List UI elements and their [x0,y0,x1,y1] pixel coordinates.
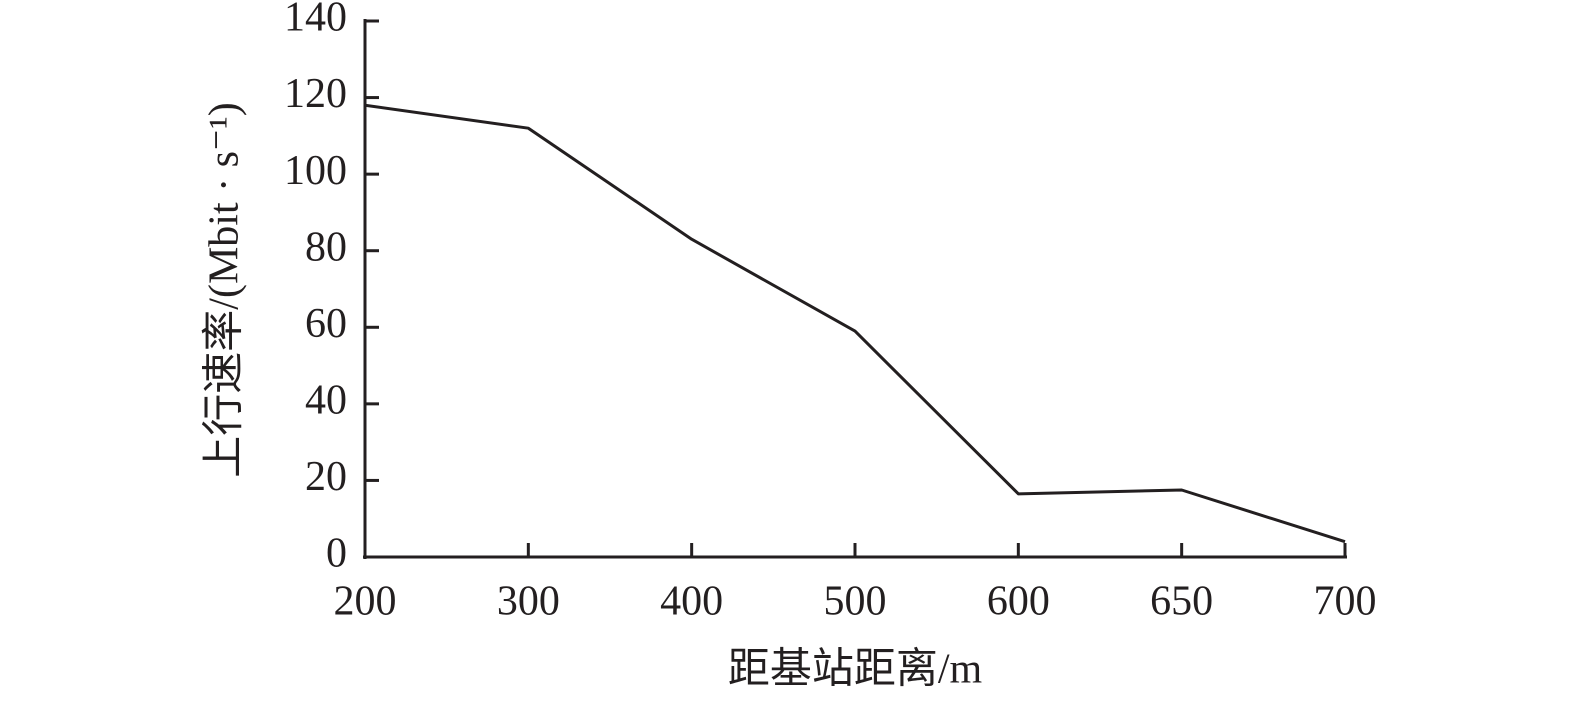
y-tick-label: 40 [305,377,347,423]
x-tick-label: 600 [987,579,1050,625]
y-tick-label: 100 [284,148,347,194]
x-tick-label: 400 [660,579,723,625]
x-tick-label: 650 [1150,579,1213,625]
y-tick-label: 140 [284,0,347,41]
line [364,103,1346,544]
y-tick-label: 60 [305,301,347,347]
y-tick-label: 0 [326,531,347,577]
x-tick-label: 300 [497,579,560,625]
y-tick-label: 20 [305,454,347,500]
y-tick-label: 120 [284,71,347,117]
x-tick-label: 500 [824,579,887,625]
y-axis-title: 上行速率/(Mbit · s⁻¹) [201,102,248,477]
x-tick-label: 200 [334,579,397,625]
x-axis-title: 距基站距离/m [728,646,983,693]
y-tick-label: 80 [305,224,347,270]
x-tick-label: 700 [1314,579,1377,625]
